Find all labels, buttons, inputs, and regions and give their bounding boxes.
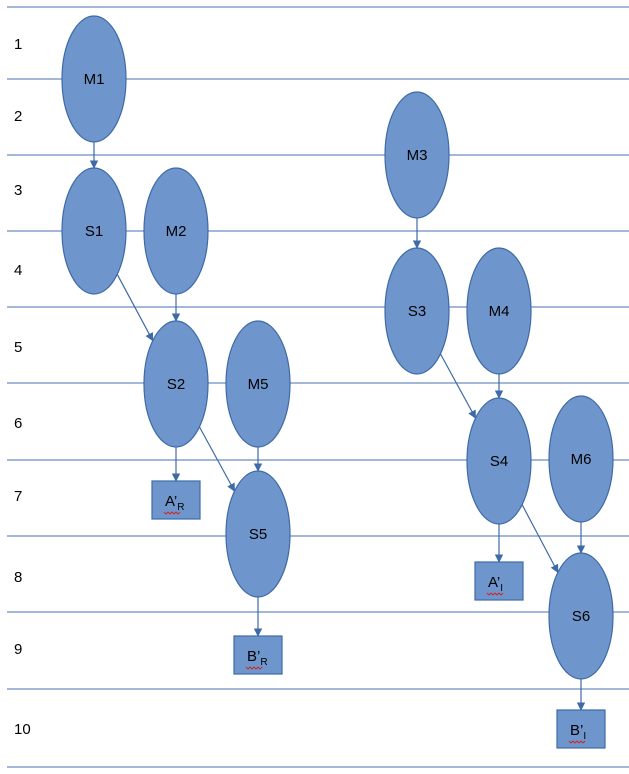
nodes: M1 S1 M2 S2 M5 S5 M3 S3 M4 S4 M6 S6 [61,15,614,680]
output-box-subscript: R [177,502,184,513]
row-number: 8 [14,569,22,586]
node-label: S4 [490,453,508,470]
row-number: 3 [14,182,22,199]
boxes: A’RB’RA’IB’I [151,480,606,749]
output-box-subscript: R [260,657,267,668]
output-box-main: A’ [165,493,177,510]
node-ellipse [225,470,291,598]
edge-s1-to-s2 [116,274,154,342]
output-box-rect [474,561,524,601]
node-ellipse [61,15,127,143]
node-ellipse [143,320,209,448]
node-label: S5 [249,526,267,543]
node-m6: M6 [548,395,614,523]
row-number: 9 [14,641,22,658]
row-number: 1 [14,36,22,53]
node-s3: S3 [384,247,450,375]
output-box-label: B’R [247,648,268,668]
output-box-rect [151,480,201,520]
output-box-bi: B’I [556,709,606,749]
output-box-rect [233,635,283,675]
node-m3: M3 [384,91,450,219]
output-box-label: A’R [165,493,184,513]
node-ellipse [466,397,532,525]
edges [89,142,586,711]
edge-s2-to-s5 [198,426,236,492]
row-number: 4 [14,262,22,279]
output-box-ar: A’R [151,480,201,520]
node-label: S2 [167,376,185,393]
node-label: M3 [407,147,428,164]
node-label: M2 [166,223,187,240]
output-box-main: A’ [488,574,500,591]
node-ellipse [61,167,127,295]
output-box-subscript: I [583,731,586,742]
row-number: 2 [14,108,22,125]
node-ellipse [143,167,209,295]
output-box-main: B’ [570,722,583,739]
node-label: M6 [571,451,592,468]
output-box-br: B’R [233,635,283,675]
node-label: M4 [489,303,510,320]
node-s6: S6 [548,552,614,680]
output-box-subscript: I [500,583,503,594]
node-m2: M2 [143,167,209,295]
output-box-label: A’I [488,574,503,594]
row-labels: 1 2 3 4 5 6 7 8 9 10 [14,36,31,738]
edge-s3-to-s4 [439,353,477,419]
node-s4: S4 [466,397,532,525]
node-m5: M5 [225,320,291,448]
node-ellipse [225,320,291,448]
node-label: M1 [84,71,105,88]
node-label: S3 [408,303,426,320]
node-label: S1 [85,223,103,240]
node-label: M5 [248,376,269,393]
output-box-ai: A’I [474,561,524,601]
node-s2: S2 [143,320,209,448]
node-s1: S1 [61,167,127,295]
node-ellipse [548,552,614,680]
spellcheck-squiggle [486,592,504,596]
spellcheck-squiggle [568,740,586,744]
output-box-label: B’I [570,722,586,742]
spellcheck-squiggle [163,511,181,515]
edge-s4-to-s6 [521,504,559,574]
node-ellipse [466,247,532,375]
node-label: S6 [572,608,590,625]
row-number: 6 [14,415,22,432]
row-number: 5 [14,339,22,356]
node-m4: M4 [466,247,532,375]
node-s5: S5 [225,470,291,598]
output-box-main: B’ [247,648,260,665]
node-ellipse [384,91,450,219]
row-number: 10 [14,721,31,738]
spellcheck-squiggle [245,666,263,670]
node-ellipse [548,395,614,523]
node-m1: M1 [61,15,127,143]
output-box-rect [556,709,606,749]
node-ellipse [384,247,450,375]
row-number: 7 [14,488,22,505]
